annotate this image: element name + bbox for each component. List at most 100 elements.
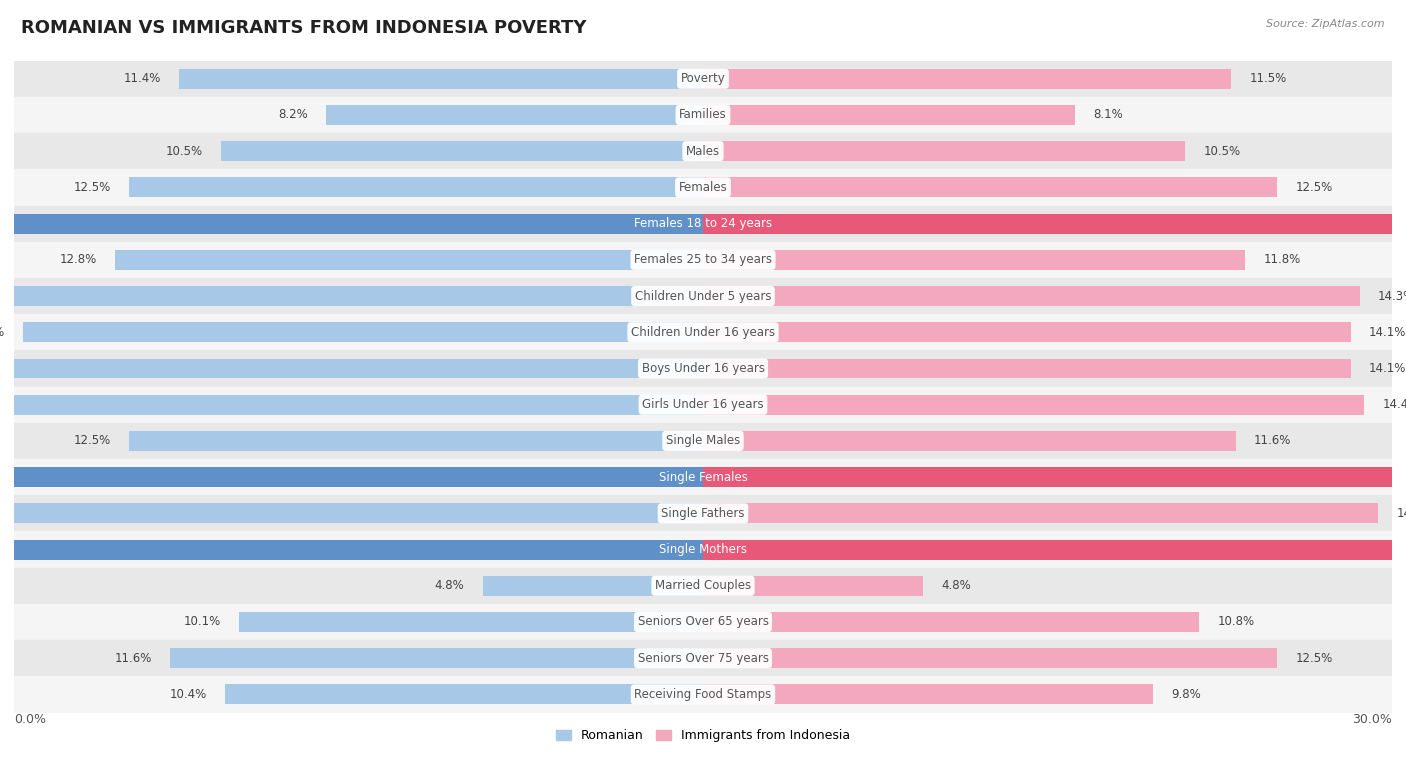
Text: 8.2%: 8.2% <box>278 108 308 121</box>
Text: Females: Females <box>679 181 727 194</box>
Bar <box>482 576 703 596</box>
Bar <box>14 169 1392 205</box>
Text: 10.1%: 10.1% <box>184 615 221 628</box>
Bar <box>14 314 1392 350</box>
Text: Children Under 5 years: Children Under 5 years <box>634 290 772 302</box>
Text: Source: ZipAtlas.com: Source: ZipAtlas.com <box>1267 19 1385 29</box>
Bar <box>14 133 1392 169</box>
Bar <box>14 676 1392 713</box>
Bar <box>14 61 1392 97</box>
Text: 8.1%: 8.1% <box>1094 108 1123 121</box>
Text: 14.1%: 14.1% <box>1369 362 1406 375</box>
Bar <box>0 286 703 306</box>
Bar <box>0 503 703 523</box>
Text: Males: Males <box>686 145 720 158</box>
Text: 9.8%: 9.8% <box>1171 688 1201 701</box>
Bar <box>703 359 1351 378</box>
Text: 14.1%: 14.1% <box>1369 326 1406 339</box>
Bar <box>225 684 703 704</box>
Bar <box>14 640 1392 676</box>
Text: 12.5%: 12.5% <box>73 181 111 194</box>
Bar <box>703 105 1076 125</box>
Bar <box>14 350 1392 387</box>
Text: 12.5%: 12.5% <box>73 434 111 447</box>
Text: Families: Families <box>679 108 727 121</box>
Text: 10.5%: 10.5% <box>1204 145 1240 158</box>
Bar <box>14 459 1392 495</box>
Text: Single Fathers: Single Fathers <box>661 507 745 520</box>
Text: 4.8%: 4.8% <box>434 579 464 592</box>
Bar <box>703 467 1406 487</box>
Bar <box>239 612 703 632</box>
Bar <box>703 141 1185 161</box>
Text: 11.5%: 11.5% <box>1250 72 1286 85</box>
Text: 10.8%: 10.8% <box>1218 615 1254 628</box>
Bar <box>703 503 1378 523</box>
Text: Females 18 to 24 years: Females 18 to 24 years <box>634 217 772 230</box>
Bar <box>14 387 1392 423</box>
Bar <box>170 648 703 668</box>
Text: Girls Under 16 years: Girls Under 16 years <box>643 398 763 411</box>
Bar <box>703 322 1351 342</box>
Bar <box>14 423 1392 459</box>
Bar <box>0 214 703 233</box>
Bar <box>14 395 703 415</box>
Text: 0.0%: 0.0% <box>14 713 46 725</box>
Text: 14.8%: 14.8% <box>0 326 4 339</box>
Text: 14.7%: 14.7% <box>1396 507 1406 520</box>
Bar <box>14 205 1392 242</box>
Text: 14.4%: 14.4% <box>1382 398 1406 411</box>
Bar <box>129 177 703 197</box>
Text: Married Couples: Married Couples <box>655 579 751 592</box>
Text: 11.4%: 11.4% <box>124 72 162 85</box>
Bar <box>703 540 1406 559</box>
Text: Children Under 16 years: Children Under 16 years <box>631 326 775 339</box>
Text: 30.0%: 30.0% <box>1353 713 1392 725</box>
Bar <box>0 467 703 487</box>
Text: 12.8%: 12.8% <box>59 253 97 266</box>
Text: 12.5%: 12.5% <box>1295 652 1333 665</box>
Bar <box>703 69 1232 89</box>
Text: 4.8%: 4.8% <box>942 579 972 592</box>
Bar <box>129 431 703 451</box>
Text: 14.3%: 14.3% <box>1378 290 1406 302</box>
Bar <box>14 242 1392 278</box>
Text: 11.6%: 11.6% <box>114 652 152 665</box>
Bar <box>180 69 703 89</box>
Bar <box>703 177 1277 197</box>
Text: 10.5%: 10.5% <box>166 145 202 158</box>
Bar <box>115 250 703 270</box>
Text: Receiving Food Stamps: Receiving Food Stamps <box>634 688 772 701</box>
Bar <box>221 141 703 161</box>
Bar <box>703 612 1199 632</box>
Text: Single Females: Single Females <box>658 471 748 484</box>
Bar <box>14 568 1392 604</box>
Bar <box>703 250 1244 270</box>
Bar <box>703 214 1406 233</box>
Bar <box>14 604 1392 640</box>
Text: Seniors Over 75 years: Seniors Over 75 years <box>637 652 769 665</box>
Bar <box>703 395 1364 415</box>
Text: Single Mothers: Single Mothers <box>659 543 747 556</box>
Bar <box>0 540 703 559</box>
Text: 11.8%: 11.8% <box>1264 253 1301 266</box>
Text: Seniors Over 65 years: Seniors Over 65 years <box>637 615 769 628</box>
Bar <box>24 322 703 342</box>
Bar <box>14 495 1392 531</box>
Legend: Romanian, Immigrants from Indonesia: Romanian, Immigrants from Indonesia <box>555 729 851 742</box>
Bar <box>14 531 1392 568</box>
Text: Single Males: Single Males <box>666 434 740 447</box>
Text: 11.6%: 11.6% <box>1254 434 1292 447</box>
Bar <box>14 359 703 378</box>
Bar <box>703 684 1153 704</box>
Text: Boys Under 16 years: Boys Under 16 years <box>641 362 765 375</box>
Text: ROMANIAN VS IMMIGRANTS FROM INDONESIA POVERTY: ROMANIAN VS IMMIGRANTS FROM INDONESIA PO… <box>21 19 586 37</box>
Bar <box>703 431 1236 451</box>
Bar <box>703 576 924 596</box>
Text: 10.4%: 10.4% <box>170 688 207 701</box>
Text: Females 25 to 34 years: Females 25 to 34 years <box>634 253 772 266</box>
Text: 12.5%: 12.5% <box>1295 181 1333 194</box>
Text: Poverty: Poverty <box>681 72 725 85</box>
Bar <box>703 286 1360 306</box>
Bar <box>14 278 1392 314</box>
